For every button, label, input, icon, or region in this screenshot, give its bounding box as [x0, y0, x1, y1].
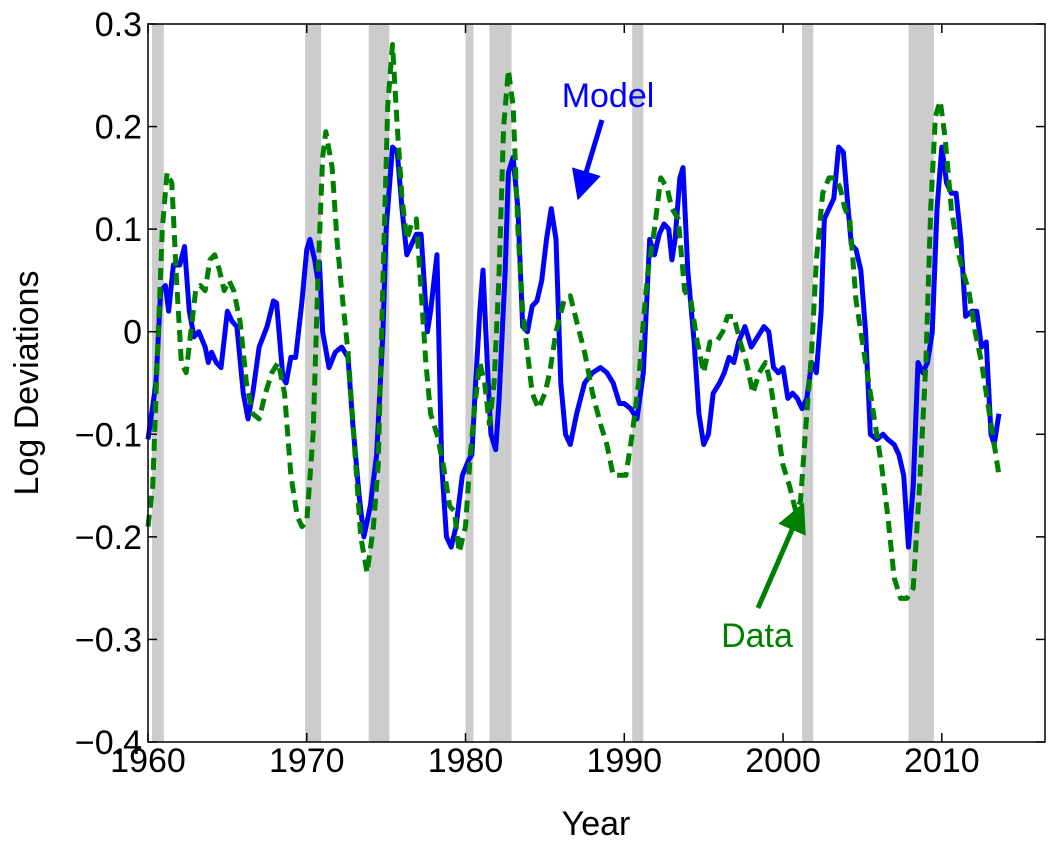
x-tick-label: 1990	[586, 742, 662, 780]
y-tick-label: 0.1	[95, 211, 142, 249]
x-tick-label: 1970	[269, 742, 345, 780]
x-tick-label: 2000	[745, 742, 821, 780]
y-axis-label: Log Deviations	[8, 271, 46, 496]
recession-band	[465, 24, 474, 742]
y-tick-label: 0.3	[95, 6, 142, 44]
y-tick-label: −0.4	[75, 724, 142, 762]
y-tick-label: 0.2	[95, 109, 142, 147]
y-tick-label: −0.2	[75, 519, 142, 557]
recession-band	[908, 24, 934, 742]
data-arrow	[755, 502, 806, 609]
x-axis-label: Year	[562, 805, 631, 843]
model-arrow	[571, 119, 605, 201]
x-tick-label: 1960	[110, 742, 186, 780]
axes: −0.4 −0.3 −0.2 −0.1 0 0.1 0.2 0.3 1960 1970 1980 19…	[75, 6, 1046, 780]
series-line	[145, 42, 1002, 601]
data-annotation: Data	[721, 617, 793, 655]
x-tick-label: 2010	[904, 742, 980, 780]
model-annotation: Model	[562, 77, 655, 115]
plot-frame	[147, 23, 1046, 743]
y-tick-label: −0.1	[75, 416, 142, 454]
lines	[145, 42, 1002, 601]
series-line	[145, 144, 1002, 550]
x-tick-label: 1980	[428, 742, 504, 780]
y-tick-label: 0	[123, 314, 142, 352]
y-tick-label: −0.3	[75, 621, 142, 659]
